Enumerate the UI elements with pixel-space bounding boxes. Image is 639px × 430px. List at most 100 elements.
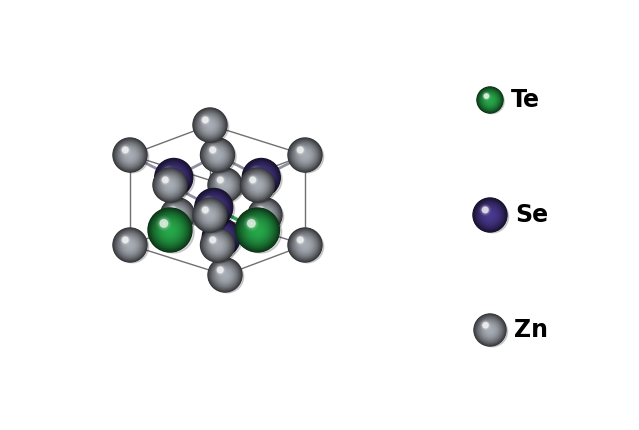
Circle shape [163, 200, 192, 230]
Circle shape [209, 259, 241, 291]
Circle shape [166, 169, 182, 186]
Circle shape [206, 200, 211, 204]
Circle shape [206, 223, 236, 252]
Circle shape [208, 201, 220, 214]
Circle shape [160, 175, 180, 195]
Circle shape [242, 214, 273, 246]
Circle shape [243, 171, 272, 199]
Circle shape [116, 231, 144, 258]
Circle shape [164, 167, 184, 187]
Circle shape [212, 261, 243, 293]
Circle shape [168, 172, 180, 183]
Circle shape [208, 236, 227, 254]
Circle shape [478, 88, 502, 112]
Circle shape [160, 221, 180, 240]
Circle shape [169, 228, 171, 231]
Circle shape [210, 237, 226, 253]
Circle shape [120, 235, 140, 255]
Circle shape [204, 230, 236, 263]
Circle shape [250, 178, 255, 182]
Circle shape [215, 243, 220, 247]
Circle shape [199, 193, 228, 222]
Circle shape [240, 168, 275, 202]
Circle shape [204, 209, 207, 212]
Circle shape [475, 200, 505, 230]
Circle shape [219, 178, 222, 181]
Circle shape [481, 321, 489, 329]
Circle shape [295, 235, 314, 255]
Circle shape [206, 120, 215, 129]
Circle shape [213, 207, 214, 208]
Circle shape [204, 142, 231, 168]
Circle shape [245, 173, 270, 197]
Circle shape [212, 150, 222, 160]
Circle shape [169, 184, 171, 186]
Circle shape [251, 178, 254, 181]
Circle shape [202, 139, 233, 171]
Circle shape [206, 200, 221, 215]
Circle shape [201, 206, 219, 224]
Circle shape [220, 180, 230, 190]
Circle shape [292, 232, 318, 258]
Circle shape [223, 183, 227, 187]
Circle shape [244, 217, 271, 243]
Circle shape [298, 238, 312, 252]
Circle shape [209, 237, 226, 254]
Circle shape [197, 203, 222, 227]
Circle shape [203, 218, 240, 257]
Circle shape [155, 159, 193, 197]
Circle shape [484, 93, 497, 107]
Circle shape [217, 233, 225, 241]
Circle shape [211, 148, 224, 162]
Circle shape [217, 266, 224, 273]
Circle shape [156, 216, 184, 244]
Circle shape [473, 198, 507, 232]
Circle shape [211, 227, 231, 248]
Circle shape [201, 138, 235, 172]
Circle shape [162, 166, 185, 189]
Circle shape [208, 202, 219, 213]
Circle shape [261, 211, 269, 219]
Circle shape [202, 207, 218, 223]
Circle shape [218, 178, 233, 192]
Circle shape [211, 171, 239, 199]
Circle shape [217, 177, 223, 183]
Circle shape [293, 233, 318, 258]
Circle shape [222, 272, 228, 278]
Circle shape [297, 147, 304, 153]
Circle shape [118, 233, 142, 258]
Circle shape [158, 161, 195, 197]
Circle shape [208, 224, 235, 251]
Circle shape [208, 258, 242, 292]
Circle shape [204, 197, 224, 218]
Circle shape [174, 211, 181, 219]
Circle shape [484, 209, 486, 211]
Circle shape [259, 209, 271, 221]
Circle shape [237, 209, 278, 251]
Circle shape [201, 206, 210, 215]
Circle shape [291, 231, 319, 258]
Circle shape [253, 203, 277, 227]
Circle shape [254, 170, 258, 173]
Circle shape [164, 167, 173, 177]
Circle shape [480, 90, 500, 110]
Circle shape [122, 237, 138, 253]
Circle shape [304, 154, 305, 156]
Circle shape [253, 181, 262, 190]
Circle shape [484, 93, 489, 99]
Circle shape [238, 211, 277, 249]
Circle shape [477, 201, 504, 229]
Circle shape [488, 98, 492, 102]
Circle shape [250, 177, 265, 193]
Circle shape [298, 238, 312, 252]
Circle shape [214, 152, 221, 158]
Circle shape [245, 218, 270, 243]
Circle shape [216, 176, 234, 194]
Circle shape [114, 230, 145, 260]
Circle shape [298, 148, 312, 162]
Circle shape [477, 317, 503, 343]
Circle shape [217, 177, 223, 183]
Circle shape [295, 235, 315, 255]
Circle shape [205, 199, 212, 205]
Circle shape [175, 213, 180, 217]
